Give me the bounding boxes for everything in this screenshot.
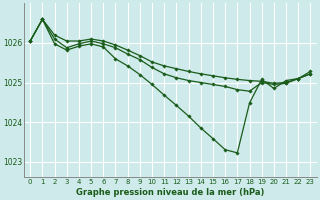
X-axis label: Graphe pression niveau de la mer (hPa): Graphe pression niveau de la mer (hPa) bbox=[76, 188, 265, 197]
